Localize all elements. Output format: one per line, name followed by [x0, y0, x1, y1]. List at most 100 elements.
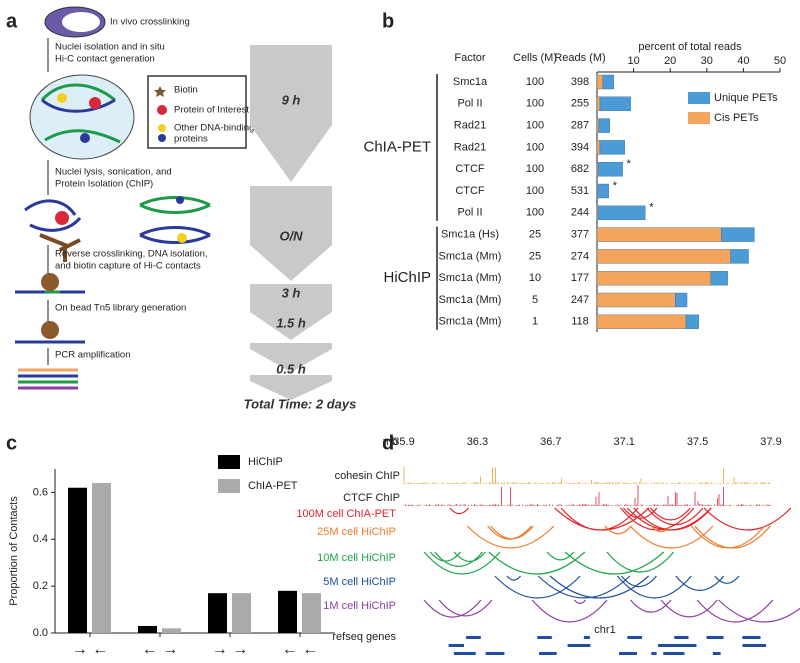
- protein-icon: [157, 105, 167, 115]
- axis-label: mb: [383, 436, 398, 448]
- reads-value: 398: [571, 76, 589, 88]
- gene: [742, 636, 761, 639]
- track-label: 5M cell HiChIP: [323, 576, 396, 588]
- protein-icon: [158, 124, 166, 132]
- group-label: ChIA-PET: [363, 138, 431, 155]
- interaction-arcs: [466, 525, 771, 549]
- gene: [619, 652, 638, 655]
- bar-segment: [597, 183, 609, 199]
- time-label: 0.5 h: [276, 361, 306, 376]
- factor-label: Smc1a (Mm): [439, 250, 502, 262]
- bar: [278, 590, 297, 633]
- biotin-icon: [154, 86, 166, 97]
- gene: [676, 644, 697, 647]
- step-text: Nuclei lysis, sonication, and: [55, 167, 172, 178]
- reads-value: 377: [571, 229, 589, 241]
- gene: [712, 652, 721, 655]
- factor-label: Smc1a (Mm): [439, 272, 502, 284]
- column-header: Reads (M): [554, 52, 605, 64]
- bead: [41, 321, 59, 339]
- reads-value: 287: [571, 120, 589, 132]
- column-header: Factor: [454, 52, 486, 64]
- protein: [57, 93, 67, 103]
- x-axis-label: percent of total reads: [638, 41, 742, 53]
- fragment: [139, 226, 211, 244]
- gene: [708, 636, 724, 639]
- gene: [485, 652, 505, 655]
- step-text: In vivo crosslinking: [110, 17, 190, 28]
- protein: [89, 97, 101, 109]
- bar: [138, 625, 157, 633]
- time-label: O/N: [279, 228, 303, 243]
- genes-label: refseq genes: [332, 631, 396, 643]
- protein: [55, 211, 69, 225]
- bar-segment: [597, 205, 646, 221]
- time-label: 9 h: [282, 92, 301, 107]
- legend-label: Other DNA-binding: [174, 123, 254, 134]
- x-tick-label: 37.1: [613, 436, 634, 448]
- x-tick-label: ← ←: [282, 641, 318, 658]
- gene: [742, 644, 767, 647]
- gene: [583, 644, 589, 647]
- cells-value: 100: [526, 98, 544, 110]
- bar-segment: [710, 271, 728, 286]
- chromosome-label: chr1: [594, 624, 615, 636]
- x-tick-label: 35.9: [393, 436, 414, 448]
- legend-label: ChIA-PET: [248, 480, 298, 492]
- x-tick-label: 36.7: [540, 436, 561, 448]
- panel-label: d: [382, 432, 394, 454]
- track-label: 1M cell HiChIP: [323, 600, 396, 612]
- total-time: Total Time: 2 days: [244, 396, 357, 411]
- x-tick-label: 30: [701, 55, 713, 67]
- bar-segment: [596, 140, 601, 155]
- protein: [176, 196, 184, 204]
- factor-label: Rad21: [454, 141, 486, 153]
- gene: [567, 644, 591, 647]
- cells-value: 100: [526, 141, 544, 153]
- gene: [539, 652, 557, 655]
- signal-track: [403, 485, 771, 506]
- factor-label: CTCF: [455, 185, 485, 197]
- cells-value: 5: [532, 294, 538, 306]
- bar-segment: [596, 271, 712, 286]
- interaction-arcs: [449, 507, 792, 531]
- nucleus-icon: [62, 12, 100, 32]
- protein-icon: [158, 134, 166, 142]
- antibody: [39, 233, 81, 262]
- annotation: *: [627, 158, 632, 170]
- bead: [41, 273, 59, 291]
- interaction-arcs: [423, 551, 675, 575]
- bar-segment: [598, 118, 611, 133]
- x-tick-label: 40: [737, 55, 749, 67]
- bar-segment: [596, 96, 601, 112]
- panel-label: a: [6, 10, 18, 32]
- step-text: Nuclei isolation and in situ: [55, 42, 165, 53]
- factor-label: CTCF: [455, 163, 485, 175]
- time-arrow: [250, 375, 332, 400]
- gene: [663, 652, 685, 655]
- nucleus: [29, 74, 135, 160]
- bar-segment: [596, 249, 731, 264]
- bar-segment: [730, 249, 749, 264]
- bar-segment: [599, 140, 626, 155]
- bar-segment: [675, 292, 688, 308]
- x-tick-label: 20: [664, 55, 676, 67]
- reads-value: 255: [571, 98, 589, 110]
- annotation: *: [613, 180, 618, 192]
- bar: [162, 628, 181, 633]
- reads-value: 682: [571, 163, 589, 175]
- bar: [92, 483, 111, 633]
- y-axis-label: Proportion of Contacts: [8, 496, 20, 606]
- annotation: *: [649, 202, 654, 214]
- step-text: Hi-C contact generation: [55, 54, 155, 65]
- factor-label: Rad21: [454, 120, 486, 132]
- reads-value: 247: [571, 294, 589, 306]
- bar-segment: [599, 96, 631, 112]
- step-text: Protein Isolation (ChIP): [55, 179, 153, 190]
- bar-segment: [721, 227, 755, 242]
- reads-value: 394: [571, 141, 589, 153]
- cells-value: 100: [526, 207, 544, 219]
- protocol-diagram: [15, 6, 247, 390]
- x-tick-label: 36.3: [467, 436, 488, 448]
